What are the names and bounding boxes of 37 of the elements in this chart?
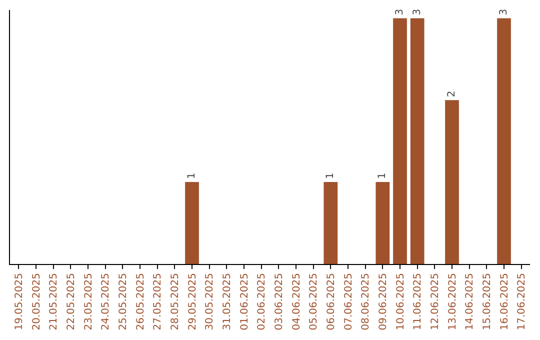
x-tick-label: 23.05.2025 (83, 273, 94, 330)
x-tick-label: 13.06.2025 (447, 273, 458, 330)
data-label: 3 (498, 8, 510, 16)
x-tick-label: 17.06.2025 (516, 273, 528, 330)
x-tick-label: 26.05.2025 (135, 273, 146, 330)
x-tick-label: 27.05.2025 (152, 273, 164, 330)
x-tick-label: 16.06.2025 (499, 273, 510, 330)
x-tick-label: 12.06.2025 (430, 273, 441, 330)
x-tick-label: 03.06.2025 (274, 273, 285, 330)
x-tick-label: 04.06.2025 (291, 273, 302, 330)
x-tick-label: 14.06.2025 (464, 273, 476, 330)
data-label: 1 (377, 172, 388, 180)
x-tick-label: 29.05.2025 (187, 273, 198, 330)
x-tick-label: 09.06.2025 (378, 273, 389, 330)
data-label: 1 (325, 172, 336, 180)
x-tick-label: 06.06.2025 (326, 273, 337, 330)
x-tick-label: 08.06.2025 (360, 273, 372, 330)
x-tick-label: 22.05.2025 (66, 273, 77, 330)
x-tick-label: 28.05.2025 (170, 273, 181, 330)
x-tick-label: 10.06.2025 (395, 273, 406, 330)
data-label: 1 (186, 172, 198, 180)
x-tick-label: 05.06.2025 (308, 273, 320, 330)
data-label: 3 (394, 8, 406, 16)
x-tick-label: 11.06.2025 (412, 273, 424, 330)
data-label: 2 (446, 90, 458, 98)
x-tick-label: 21.05.2025 (48, 273, 60, 330)
x-tick-label: 20.05.2025 (31, 273, 42, 330)
x-tick-label: 19.05.2025 (14, 273, 25, 330)
x-tick-label: 07.06.2025 (343, 273, 354, 330)
x-tick-label: 31.05.2025 (222, 273, 233, 330)
data-label: 3 (412, 8, 423, 16)
x-tick-label: 02.06.2025 (256, 273, 268, 330)
x-tick-label: 25.05.2025 (118, 273, 129, 330)
x-tick-label: 24.05.2025 (100, 273, 112, 330)
x-tick-label: 30.05.2025 (204, 273, 216, 330)
x-tick-label: 01.06.2025 (239, 273, 250, 330)
x-tick-label: 15.06.2025 (482, 273, 493, 330)
